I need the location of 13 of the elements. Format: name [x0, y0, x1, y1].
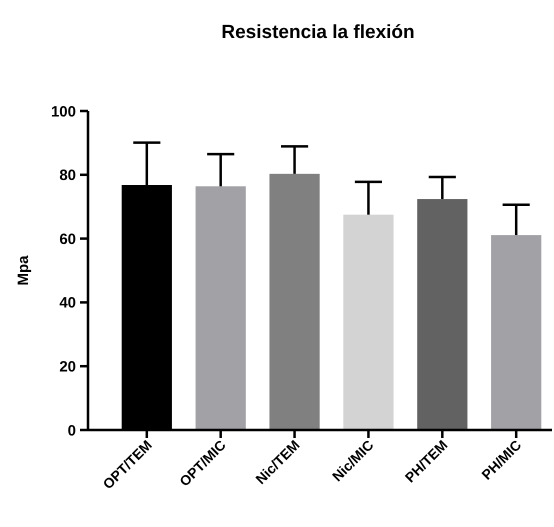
y-tick-label: 20 — [59, 358, 76, 376]
y-tick-label: 60 — [59, 230, 76, 248]
y-tick-label: 80 — [59, 167, 76, 184]
y-tick-label: 100 — [50, 103, 76, 120]
y-axis-title: Mpa — [15, 254, 32, 286]
bar — [269, 174, 320, 430]
chart-title: Resistencia la flexión — [221, 22, 415, 43]
bar — [491, 235, 542, 430]
bar — [417, 199, 468, 430]
y-tick-label: 40 — [59, 294, 76, 312]
bar — [196, 186, 246, 430]
y-tick-label: 0 — [68, 422, 76, 440]
bar — [343, 214, 394, 430]
